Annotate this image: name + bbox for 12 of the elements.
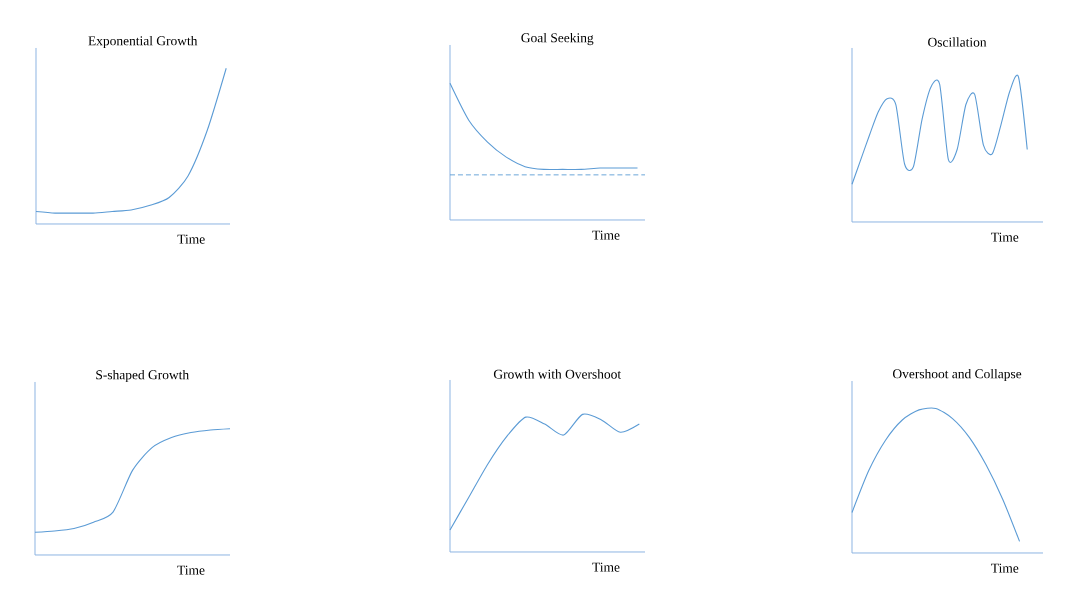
chart-title: S-shaped Growth — [96, 369, 189, 383]
x-axis-title: Time — [177, 234, 205, 244]
x-axis-title: Time — [991, 232, 1019, 242]
x-axis-title: Time — [592, 230, 620, 240]
chart-title: Oscillation — [928, 37, 987, 47]
x-axis-title: Time — [991, 563, 1019, 573]
chart-title: Goal Seeking — [521, 32, 594, 46]
chart-title: Exponential Growth — [88, 35, 198, 49]
chart-title: Growth with Overshoot — [493, 369, 622, 379]
chart-title: Overshoot and Collapse — [892, 368, 1022, 382]
x-axis-title: Time — [592, 562, 620, 572]
x-axis-title: Time — [177, 565, 205, 575]
